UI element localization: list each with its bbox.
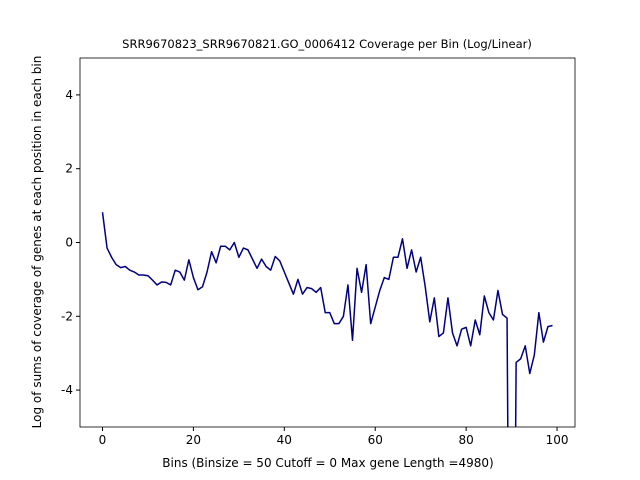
y-tick-label: -4 <box>61 383 73 397</box>
y-tick-label: 2 <box>65 162 73 176</box>
x-tick-label: 80 <box>458 433 473 447</box>
x-tick-label: 40 <box>277 433 292 447</box>
y-tick-label: 0 <box>65 236 73 250</box>
x-tick-label: 60 <box>368 433 383 447</box>
x-tick-label: 100 <box>546 433 569 447</box>
x-tick-label: 20 <box>186 433 201 447</box>
x-tick-label: 0 <box>99 433 107 447</box>
plot-area <box>101 212 553 427</box>
data-line <box>101 212 553 427</box>
chart-title: SRR9670823_SRR9670821.GO_0006412 Coverag… <box>122 37 532 51</box>
y-axis-label: Log of sums of coverage of genes at each… <box>30 56 44 429</box>
y-tick-label: -2 <box>61 309 73 323</box>
x-axis-label: Bins (Binsize = 50 Cutoff = 0 Max gene L… <box>162 456 493 470</box>
y-tick-label: 4 <box>65 88 73 102</box>
plot-frame <box>79 57 576 428</box>
